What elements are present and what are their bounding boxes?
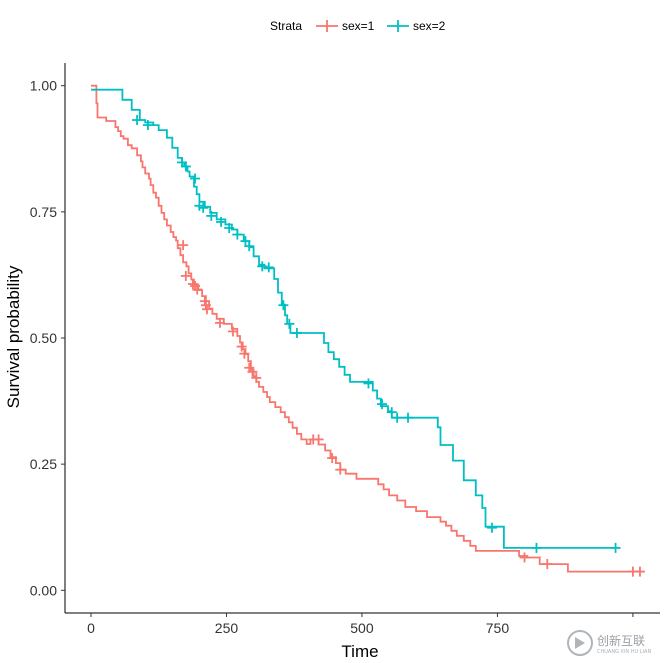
censor-mark — [531, 542, 542, 553]
censor-mark — [363, 378, 374, 389]
censor-mark — [313, 434, 324, 445]
y-axis-title: Survival probability — [4, 265, 23, 408]
censor-mark — [240, 236, 251, 247]
censor-mark — [335, 464, 346, 475]
y-tick-label: 0.25 — [30, 456, 57, 472]
y-tick-label: 1.00 — [30, 78, 57, 94]
censor-mark — [403, 412, 414, 423]
censor-mark — [247, 366, 258, 377]
censor-mark — [542, 559, 553, 570]
y-axis-ticks: 0.00 0.25 0.50 0.75 1.00 — [30, 78, 65, 598]
censor-mark — [132, 115, 143, 126]
x-tick-label: 500 — [350, 620, 374, 636]
legend: Strata sex=1 sex=2 — [270, 19, 446, 33]
watermark-brand-cn: 创新互联 — [597, 633, 645, 648]
censor-mark — [244, 241, 255, 252]
y-tick-label: 0.50 — [30, 330, 57, 346]
censor-mark — [178, 240, 189, 251]
censor-mark — [180, 270, 191, 281]
y-tick-label: 0.00 — [30, 582, 57, 598]
censor-mark — [487, 522, 498, 533]
legend-title: Strata — [270, 19, 302, 33]
censor-mark — [214, 317, 225, 328]
survival-curve-line — [91, 84, 644, 573]
x-tick-label: 0 — [87, 620, 95, 636]
censor-mark — [216, 216, 227, 227]
censor-mark — [142, 120, 153, 131]
censor-mark — [187, 279, 198, 290]
watermark-logo: 创新互联 CHUANG XIN HU LIAN — [567, 630, 651, 656]
legend-label-sex2: sex=2 — [413, 19, 446, 33]
series-layer — [91, 84, 645, 577]
censor-mark — [236, 341, 247, 352]
censor-mark — [284, 318, 295, 329]
censor-mark — [206, 210, 217, 221]
x-axis-ticks: 0 250 500 750 — [87, 613, 634, 636]
censor-mark — [386, 407, 397, 418]
censor-mark — [634, 566, 645, 577]
censor-mark — [192, 284, 203, 295]
censor-mark — [392, 412, 403, 423]
legend-key-sex2 — [387, 20, 409, 32]
x-tick-label: 750 — [486, 620, 510, 636]
censor-mark — [519, 552, 530, 563]
legend-label-sex1: sex=1 — [342, 19, 375, 33]
x-axis-title: Time — [341, 642, 378, 661]
censor-mark — [180, 161, 191, 172]
censor-mark — [198, 202, 209, 213]
series-sex-1 — [91, 84, 645, 577]
censor-mark — [278, 300, 289, 311]
censor-mark — [239, 348, 250, 359]
censor-mark — [227, 326, 238, 337]
censor-mark — [232, 229, 243, 240]
y-tick-label: 0.75 — [30, 204, 57, 220]
censor-mark — [224, 223, 235, 233]
censor-mark — [377, 399, 388, 410]
censor-mark — [251, 372, 262, 383]
censor-mark — [201, 304, 212, 315]
legend-key-sex1 — [316, 20, 338, 32]
censor-mark — [291, 327, 302, 338]
censor-mark — [327, 453, 338, 464]
survival-curve-line — [91, 88, 616, 549]
censor-mark — [263, 262, 274, 273]
watermark-icon — [567, 630, 593, 656]
x-tick-label: 250 — [215, 620, 239, 636]
watermark-brand-en: CHUANG XIN HU LIAN — [597, 649, 651, 655]
censor-mark — [257, 261, 268, 272]
series-sex-2 — [91, 88, 621, 553]
censor-mark — [190, 173, 201, 184]
censor-mark — [610, 542, 621, 553]
